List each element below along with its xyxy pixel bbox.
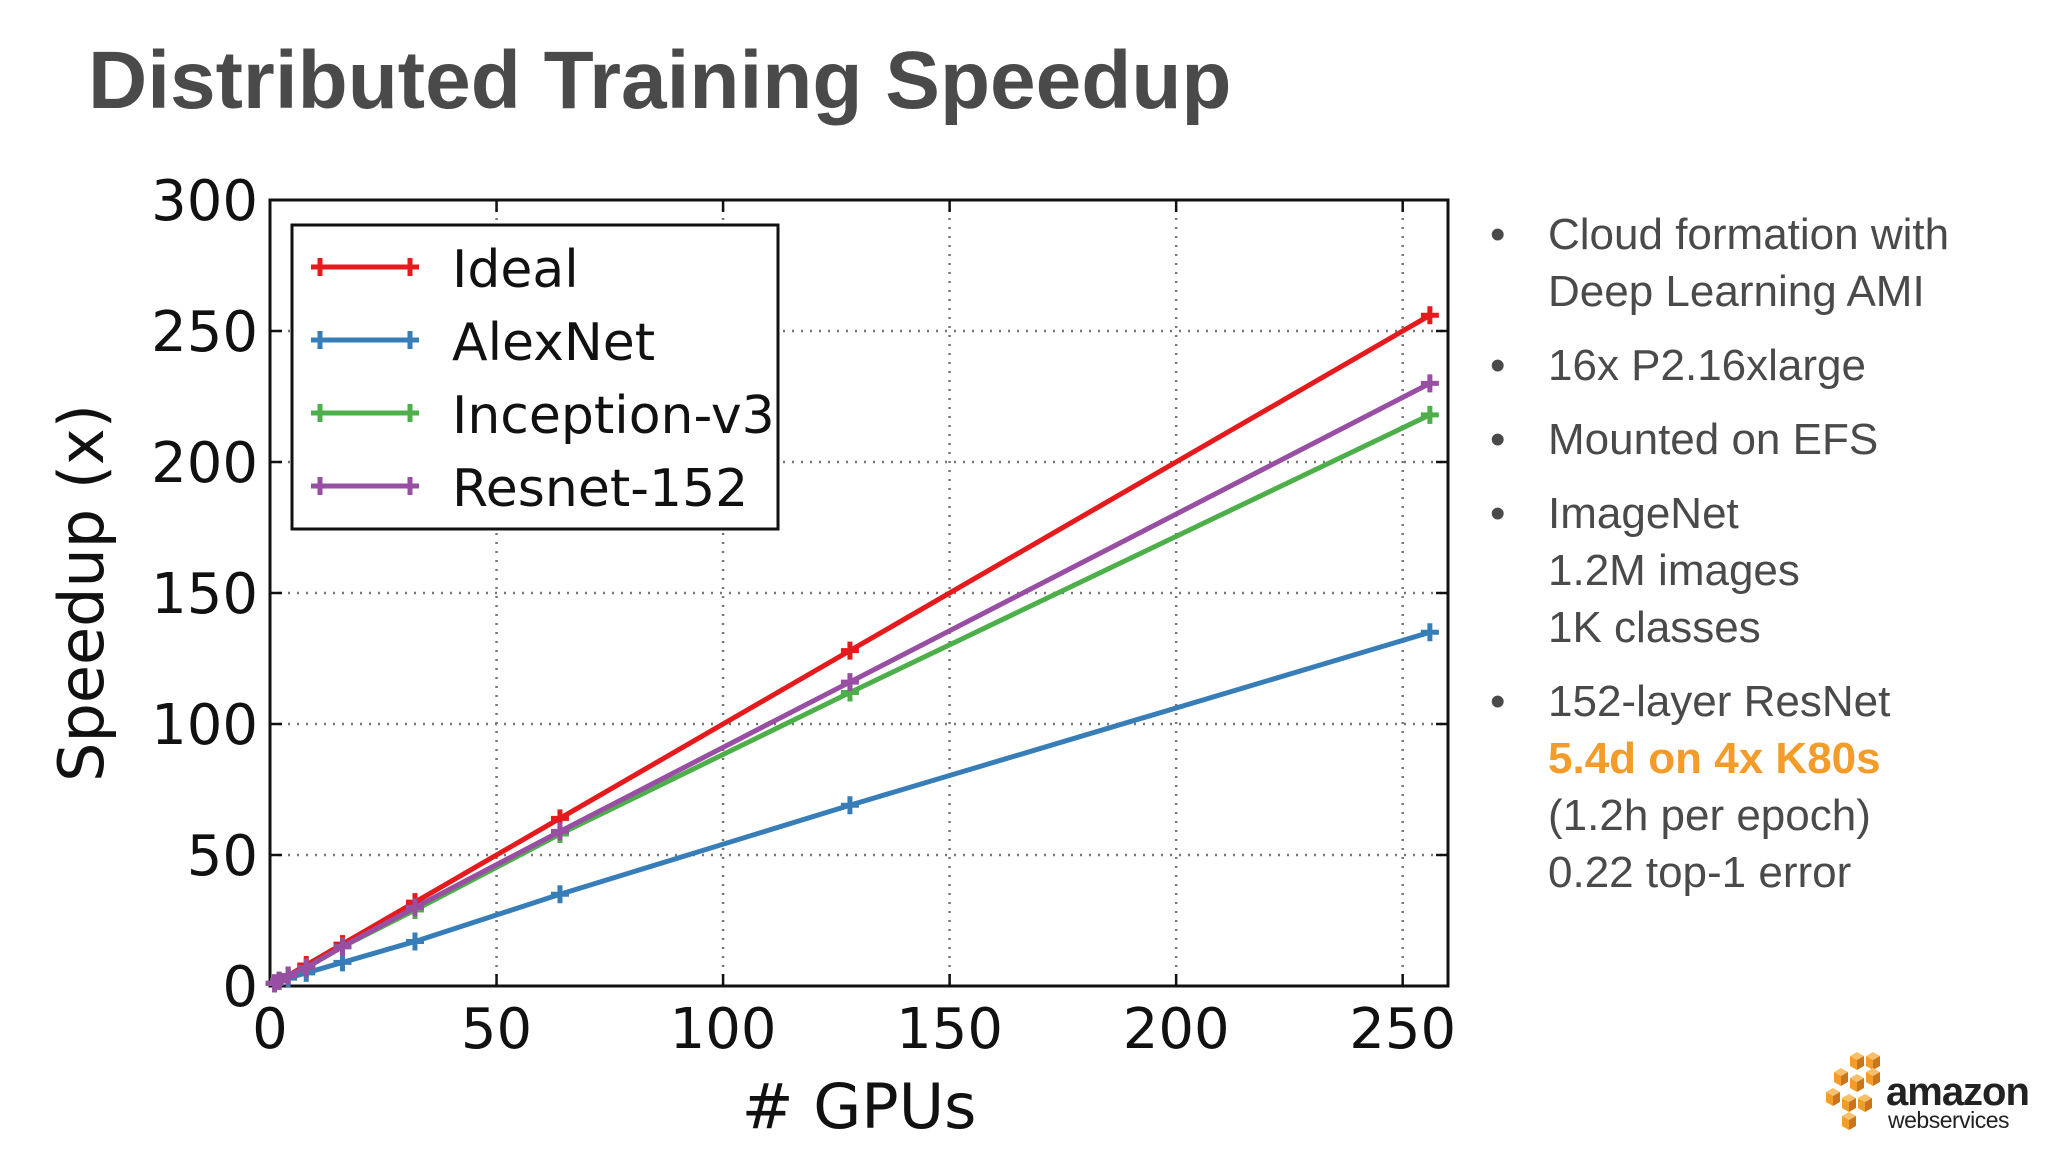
bullet-line: 0.22 top-1 error (1548, 848, 1852, 897)
x-tick-label: 100 (670, 997, 777, 1062)
bullet-line: 1K classes (1548, 603, 1761, 652)
page-title: Distributed Training Speedup (88, 35, 1232, 126)
legend-marker-alexnet (401, 331, 419, 349)
data-point-resnet-152 (840, 673, 859, 692)
data-point-resnet-152 (1420, 374, 1439, 393)
legend-label-resnet-152: Resnet-152 (452, 459, 748, 519)
data-point-resnet-152 (279, 966, 298, 985)
bullet-line: ImageNet (1548, 489, 1739, 538)
legend-marker-resnet-152 (401, 477, 419, 495)
data-point-ideal (840, 641, 859, 660)
logo-cube (1850, 1074, 1864, 1092)
legend-label-ideal: Ideal (452, 240, 579, 300)
data-point-resnet-152 (333, 937, 352, 956)
bullet-list: Cloud formation with Deep Learning AMI 16x… (1490, 206, 2030, 918)
legend-marker-resnet-152 (311, 477, 329, 495)
y-tick-label: 50 (187, 824, 258, 889)
logo-cube (1826, 1088, 1840, 1106)
x-tick-label: 150 (896, 997, 1003, 1062)
logo-amazon: amazon (1886, 1070, 2030, 1114)
x-tick-label: 200 (1123, 997, 1230, 1062)
x-axis-label: # GPUs (742, 1070, 977, 1143)
data-point-resnet-152 (297, 958, 316, 977)
data-point-resnet-152 (550, 822, 569, 841)
y-tick-label: 200 (151, 431, 258, 496)
speedup-chart: 0 50 100 150 200 250 0 50 100 150 200 250 300 # GPUs S… (45, 169, 1456, 1143)
bullet-line: Deep Learning AMI (1548, 267, 1925, 316)
legend-marker-inception-v3 (311, 404, 329, 422)
aws-cubes-logo (1826, 1052, 1880, 1130)
bullet-line: Mounted on EFS (1548, 415, 1879, 464)
legend-box (290, 223, 780, 531)
bullet-item: 16x P2.16xlarge (1490, 337, 2030, 394)
data-point-alexnet (840, 796, 859, 815)
logo-cube (1842, 1094, 1856, 1112)
logo-cube (1842, 1112, 1856, 1130)
logo-cube (1866, 1052, 1880, 1070)
data-point-resnet-152 (270, 971, 289, 990)
logo-cube (1834, 1068, 1848, 1086)
legend-label-inception-v3: Inception-v3 (452, 386, 775, 446)
data-point-resnet-152 (405, 898, 424, 917)
data-point-inception-v3 (1420, 405, 1439, 424)
y-tick-label: 100 (151, 693, 258, 758)
y-tick-label: 300 (151, 169, 258, 234)
logo-webservices: webservices (1888, 1107, 2010, 1133)
x-tick-label: 250 (1349, 997, 1456, 1062)
bullet-item: Cloud formation with Deep Learning AMI (1490, 206, 2030, 320)
bullet-line: Cloud formation with (1548, 210, 1950, 259)
y-tick-label: 150 (151, 562, 258, 627)
bullet-line: 152-layer ResNet (1548, 677, 1891, 726)
legend-marker-ideal (401, 258, 419, 276)
data-point-ideal (1420, 306, 1439, 325)
data-point-alexnet (550, 885, 569, 904)
data-point-alexnet (1420, 623, 1439, 642)
y-tick-label: 0 (222, 955, 258, 1020)
y-axis-label: Speedup (x) (45, 404, 118, 782)
logo-cube (1866, 1068, 1880, 1086)
legend-marker-ideal (311, 258, 329, 276)
aws-logo-text: amazon webservices (1886, 1070, 2030, 1133)
legend-marker-inception-v3 (401, 404, 419, 422)
logo-cube (1850, 1052, 1864, 1070)
data-point-alexnet (405, 932, 424, 951)
legend-label-alexnet: AlexNet (452, 313, 655, 373)
x-tick-label: 50 (461, 997, 532, 1062)
data-point-alexnet (333, 953, 352, 972)
bullet-line: 16x P2.16xlarge (1548, 341, 1866, 390)
x-tick-label: 0 (252, 997, 288, 1062)
bullet-line: 1.2M images (1548, 546, 1800, 595)
bullet-item: ImageNet 1.2M images 1K classes (1490, 485, 2030, 656)
logo-cube (1858, 1094, 1872, 1112)
bullet-item: 152-layer ResNet 5.4d on 4x K80s (1.2h per… (1490, 673, 2030, 901)
legend-marker-alexnet (311, 331, 329, 349)
bullet-line: (1.2h per epoch) (1548, 791, 1871, 840)
y-tick-label: 250 (151, 300, 258, 365)
bullet-highlight-line: 5.4d on 4x K80s (1548, 734, 1881, 783)
bullet-item: Mounted on EFS (1490, 411, 2030, 468)
